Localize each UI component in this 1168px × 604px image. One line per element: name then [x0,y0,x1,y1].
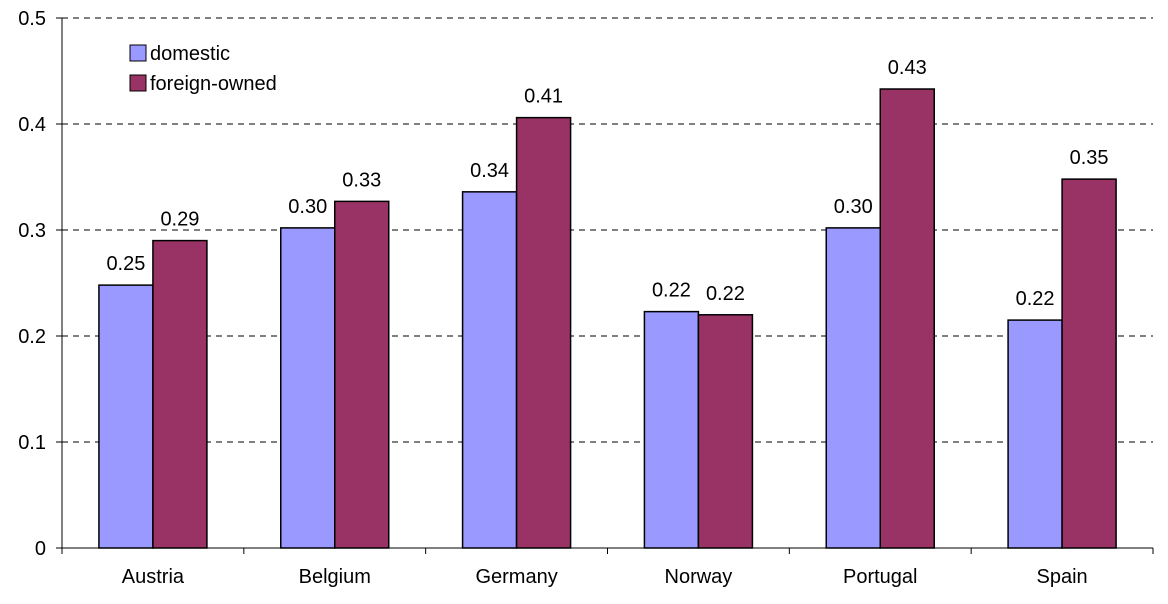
data-label: 0.22 [652,280,691,302]
x-category-label: Germany [475,566,557,588]
bar-foreign-owned [697,314,754,549]
y-tick-label: 0.1 [18,432,46,454]
bar-foreign-owned [1061,178,1117,549]
bar-foreign-owned [152,239,208,549]
data-label: 0.30 [834,196,873,218]
x-category-label: Belgium [299,566,371,588]
bar-domestic [280,227,336,549]
gridlines [62,17,1153,443]
data-label: 0.22 [706,283,745,305]
legend: domestic foreign-owned [129,43,277,95]
legend-label: domestic [150,43,230,65]
legend-swatch [129,44,147,62]
data-label: 0.22 [1016,288,1055,310]
y-tick-label: 0 [35,538,46,560]
legend-label: foreign-owned [150,73,277,95]
axes [56,17,1154,554]
bars [98,88,1117,549]
data-label: 0.30 [288,196,327,218]
labels: 0 0.1 0.2 0.3 0.4 0.5 Austria 0.25 0.29 Belgium 0.… [18,8,1108,588]
y-tick-label: 0.4 [18,114,46,136]
bar-domestic [461,191,518,549]
data-label: 0.34 [470,160,509,182]
bar-domestic [825,227,881,549]
x-category-label: Spain [1037,566,1088,588]
bar-domestic [1007,319,1063,549]
bar-foreign-owned [515,116,572,549]
data-label: 0.25 [106,253,145,275]
x-category-label: Portugal [843,566,918,588]
data-label: 0.29 [160,209,199,231]
bar-foreign-owned [879,88,935,549]
y-tick-label: 0.5 [18,8,46,30]
y-tick-label: 0.2 [18,326,46,348]
data-label: 0.33 [342,169,381,191]
bar-domestic [643,310,700,549]
y-tick-label: 0.3 [18,220,46,242]
x-category-label: Austria [122,566,185,588]
data-label: 0.35 [1070,147,1109,169]
bar-domestic [98,284,154,549]
bar-foreign-owned [334,200,390,549]
x-category-label: Norway [665,566,733,588]
data-label: 0.41 [524,86,563,108]
data-label: 0.43 [888,57,927,79]
legend-swatch [129,74,147,92]
